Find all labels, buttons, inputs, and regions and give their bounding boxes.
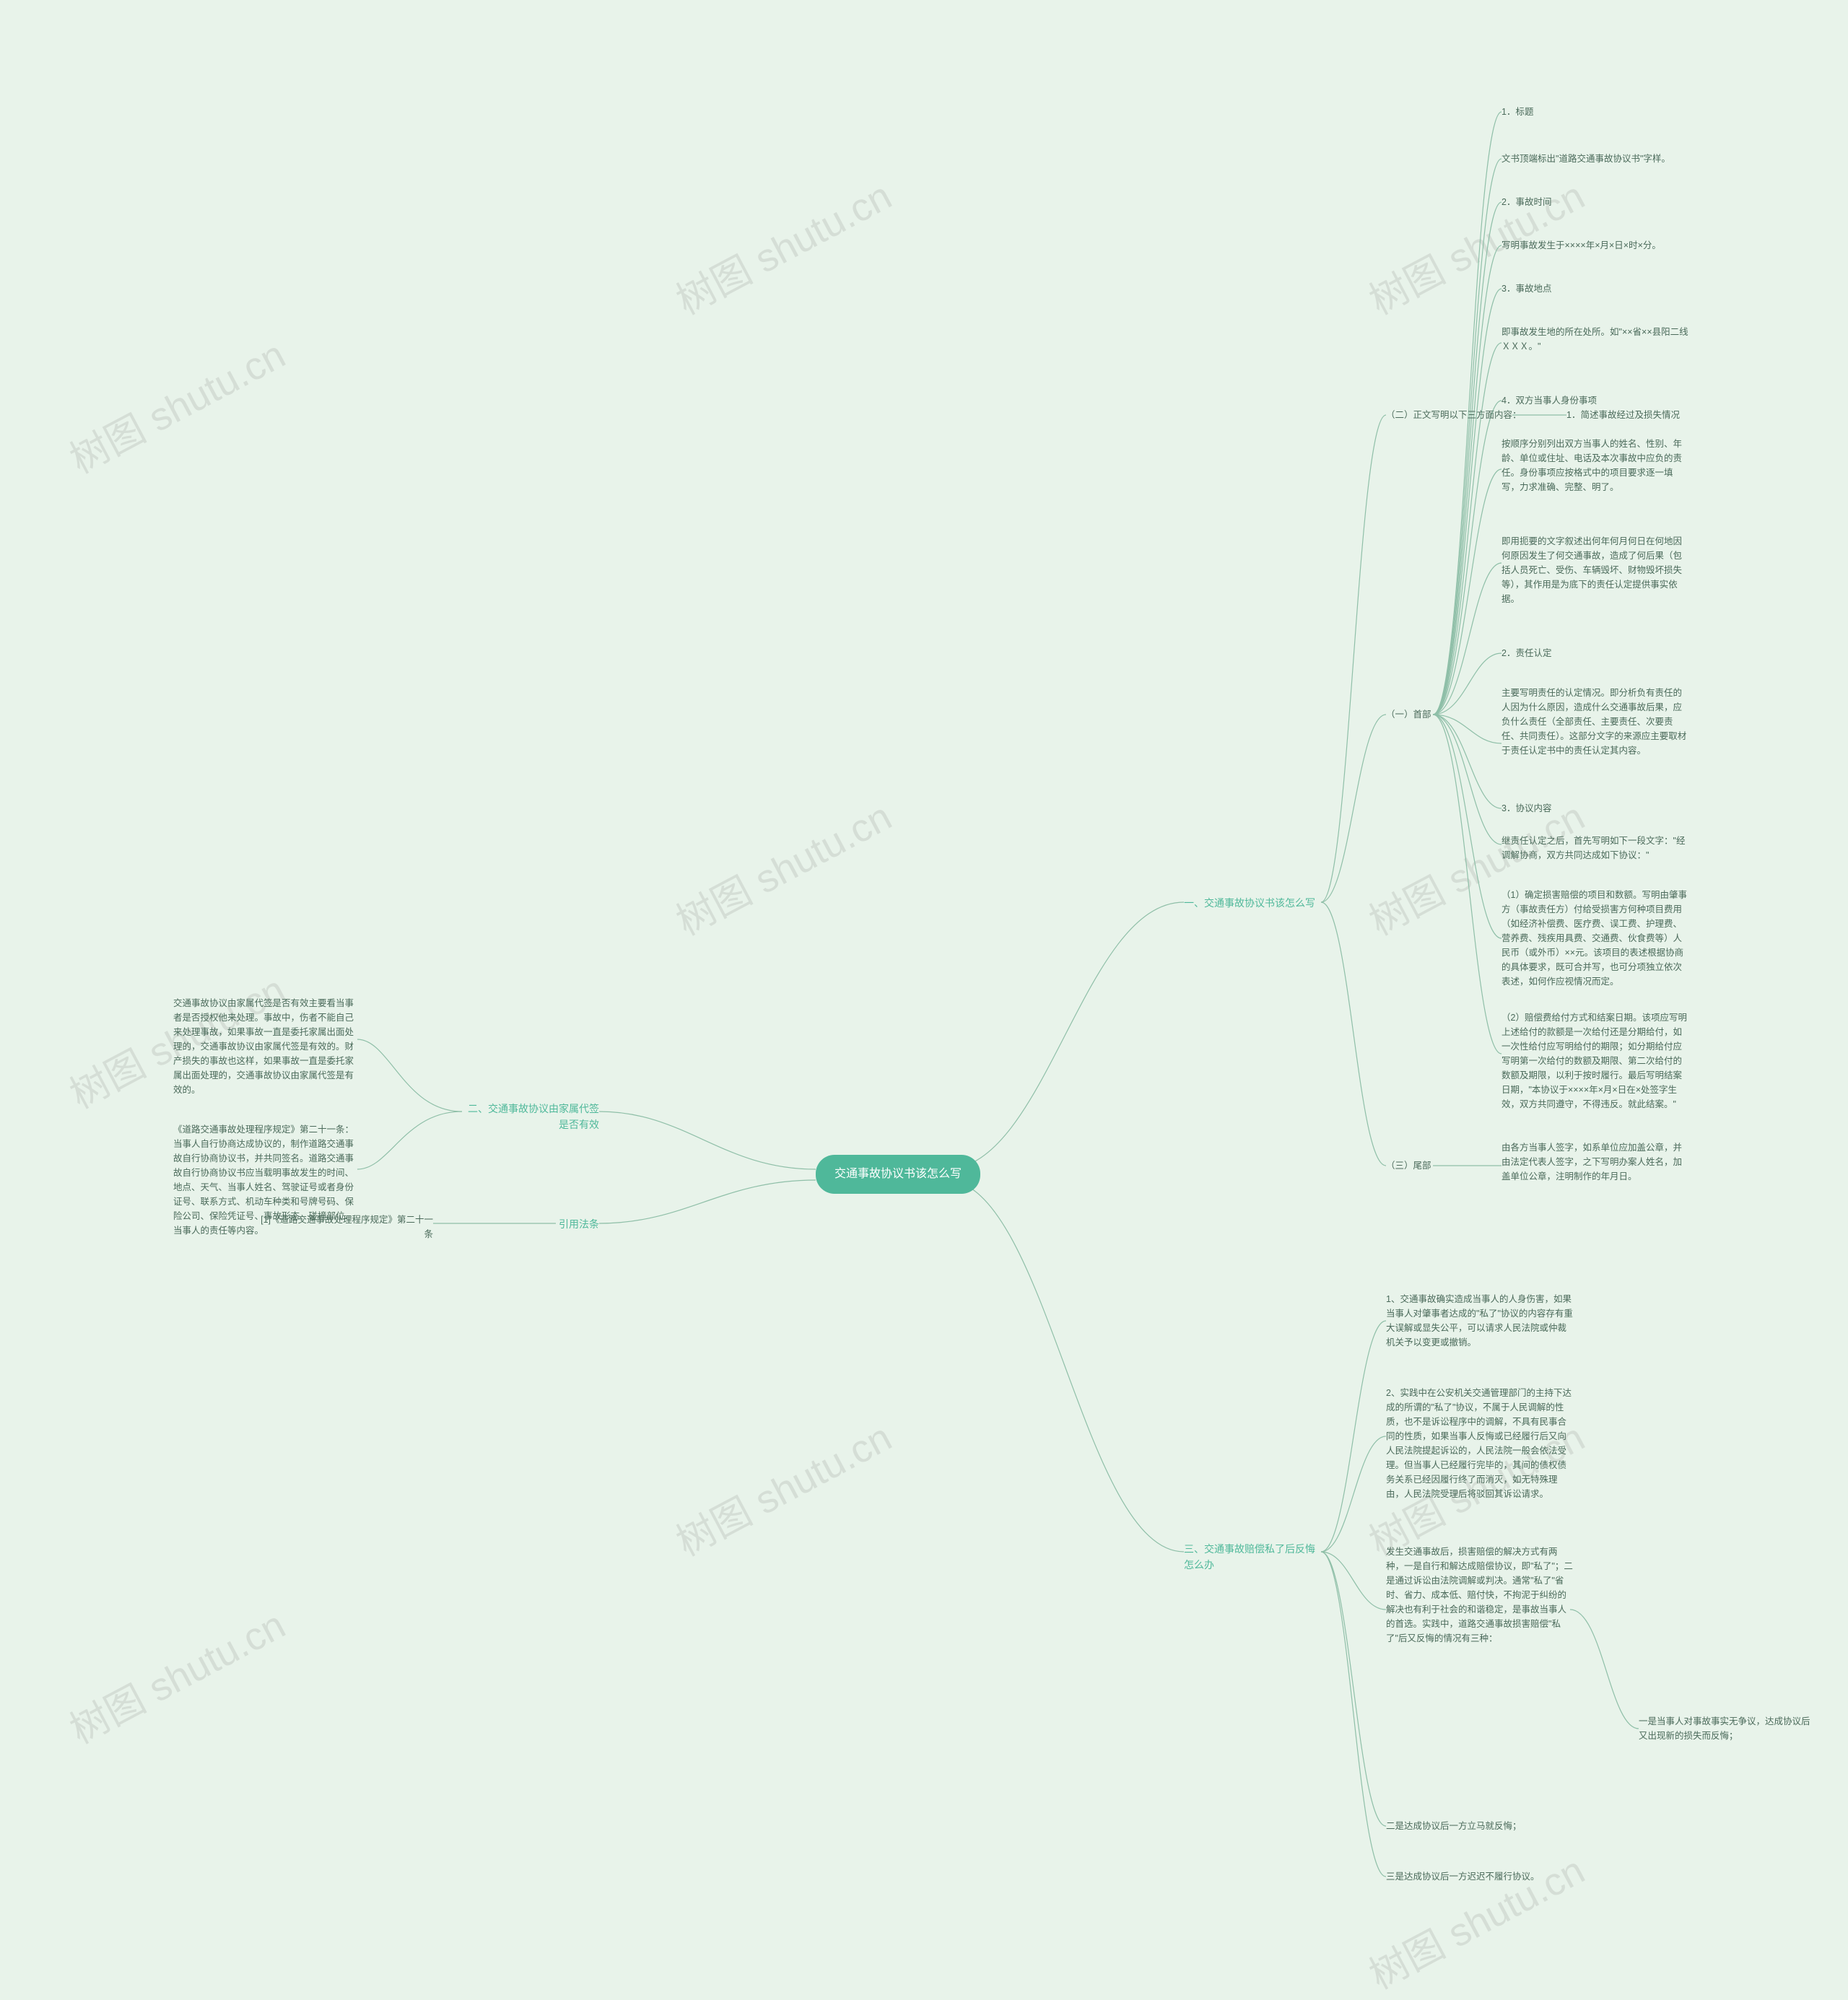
b1s2-i1: 1．简述事故经过及损失情况 [1566, 408, 1680, 422]
b3-p3: 发生交通事故后，损害赔偿的解决方式有两种，一是自行和解达成赔偿协议，即"私了"；… [1386, 1545, 1574, 1646]
b1s2-i2d: 主要写明责任的认定情况。即分析负有责任的人因为什么原因，造成什么交通事故后果，应… [1502, 686, 1689, 758]
b3-p3c: 三是达成协议后一方迟迟不履行协议。 [1386, 1869, 1540, 1884]
mindmap-edges [0, 0, 1848, 1989]
b1s1-i4: 4．双方当事人身份事项 [1502, 393, 1597, 408]
branch-2[interactable]: 二、交通事故协议由家属代签是否有效 [462, 1101, 599, 1133]
b3-p1: 1、交通事故确实造成当事人的人身伤害，如果当事人对肇事者达成的"私了"协议的内容… [1386, 1292, 1574, 1350]
watermark: 树图 shutu.cn [665, 1406, 900, 1567]
b1-sub-3[interactable]: （三）尾部 [1386, 1158, 1431, 1173]
branch-3[interactable]: 三、交通事故赔偿私了后反悔怎么办 [1184, 1541, 1321, 1573]
b1s1-i3: 3．事故地点 [1502, 281, 1551, 296]
branch-1[interactable]: 一、交通事故协议书该怎么写 [1184, 895, 1315, 911]
branch-4[interactable]: 引用法条 [556, 1216, 599, 1232]
b3-p3a: 一是当事人对事故事实无争议，达成协议后又出现新的损失而反悔； [1639, 1714, 1812, 1743]
b1s1-i1d: 文书顶端标出"道路交通事故协议书"字样。 [1502, 152, 1670, 166]
b1s2-i3d3: （2）赔偿费给付方式和结案日期。该项应写明上述给付的款额是一次给付还是分期给付，… [1502, 1010, 1689, 1112]
b1s2-i1d: 即用扼要的文字叙述出何年何月何日在何地因何原因发生了何交通事故，造成了何后果（包… [1502, 534, 1689, 606]
b1s1-i2: 2．事故时间 [1502, 195, 1551, 209]
root-node[interactable]: 交通事故协议书该怎么写 [816, 1155, 980, 1194]
b1-sub-1[interactable]: （一）首部 [1386, 707, 1431, 722]
watermark: 树图 shutu.cn [665, 165, 900, 326]
watermark: 树图 shutu.cn [58, 1594, 294, 1755]
b1s2-i3d2: （1）确定损害赔偿的项目和数额。写明由肇事方（事故责任方）付给受损害方何种项目费… [1502, 888, 1689, 989]
watermark: 树图 shutu.cn [1358, 1839, 1593, 2000]
b1s2-i3: 3．协议内容 [1502, 801, 1551, 816]
b1s2-i2: 2．责任认定 [1502, 646, 1551, 660]
watermark: 树图 shutu.cn [58, 323, 294, 484]
b1s1-i4d: 按顺序分别列出双方当事人的姓名、性别、年龄、单位或住址、电话及本次事故中应负的责… [1502, 437, 1689, 494]
b1s2-i3d1: 继责任认定之后，首先写明如下一段文字："经调解协商，双方共同达成如下协议：" [1502, 834, 1689, 863]
b1s1-i2d: 写明事故发生于××××年×月×日×时×分。 [1502, 238, 1661, 253]
b1s1-i1: 1．标题 [1502, 105, 1533, 119]
b1-sub-2[interactable]: （二）正文写明以下三方面内容： [1386, 408, 1522, 422]
b4-text: [1]《道路交通事故处理程序规定》第二十一条 [253, 1213, 433, 1241]
b3-p2: 2、实践中在公安机关交通管理部门的主持下达成的所谓的"私了"协议，不属于人民调解… [1386, 1386, 1574, 1501]
b1s3-text: 由各方当事人签字，如系单位应加盖公章，并由法定代表人签字，之下写明办案人姓名，加… [1502, 1140, 1689, 1184]
b3-p3b: 二是达成协议后一方立马就反悔； [1386, 1819, 1522, 1833]
watermark: 树图 shutu.cn [665, 785, 900, 946]
b1s1-i3d: 即事故发生地的所在处所。如"××省××县阳二线ＸＸＸ。" [1502, 325, 1689, 354]
b2-p1: 交通事故协议由家属代签是否有效主要看当事者是否授权他来处理。事故中，伤者不能自己… [173, 996, 357, 1097]
